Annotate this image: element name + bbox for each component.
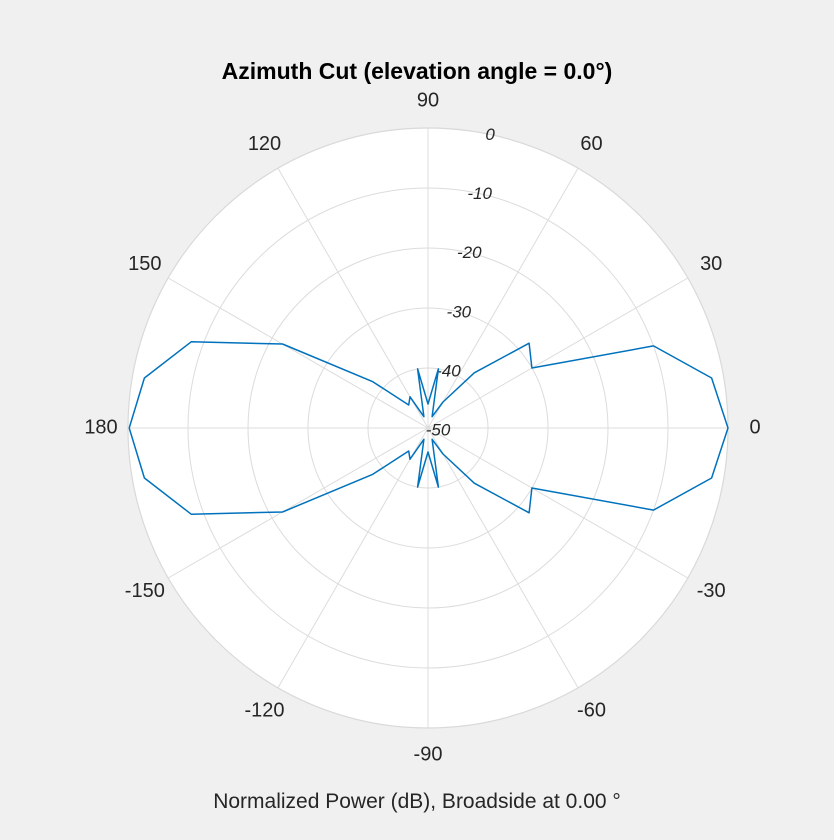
angular-tick-label: -150 — [125, 580, 165, 602]
angular-grid-spoke — [167, 277, 429, 429]
angular-grid-spoke — [427, 427, 689, 579]
angular-tick-label: 0 — [749, 416, 760, 438]
chart-title: Azimuth Cut (elevation angle = 0.0°) — [221, 58, 613, 84]
radial-tick-label: 0 — [485, 125, 495, 144]
pattern-series-line — [128, 341, 729, 515]
radial-tick-label: -50 — [426, 420, 451, 439]
angular-tick-label: 180 — [84, 416, 117, 438]
angular-tick-label: -60 — [577, 699, 606, 721]
angular-tick-label: 150 — [128, 253, 161, 275]
angular-grid-spoke — [277, 167, 429, 429]
angular-tick-label: 90 — [417, 89, 439, 111]
angular-grid-spoke — [427, 167, 579, 429]
radial-tick-label: -20 — [457, 243, 482, 262]
angular-grid-spoke — [167, 427, 429, 579]
angular-grid-spoke — [427, 427, 579, 689]
angular-grid-spoke — [427, 277, 689, 429]
angular-grid-spoke — [277, 427, 429, 689]
radial-tick-label: -30 — [447, 302, 472, 321]
angular-tick-label: -120 — [244, 699, 284, 721]
radial-tick-label: -40 — [436, 361, 461, 380]
chart-xlabel: Normalized Power (dB), Broadside at 0.00… — [213, 790, 621, 813]
angular-tick-label: 60 — [580, 133, 602, 155]
angular-tick-label: -90 — [414, 743, 443, 765]
radial-tick-label: -10 — [467, 184, 492, 203]
angular-tick-label: 120 — [248, 133, 281, 155]
angular-tick-label: 30 — [700, 253, 722, 275]
angular-tick-label: -30 — [697, 580, 726, 602]
